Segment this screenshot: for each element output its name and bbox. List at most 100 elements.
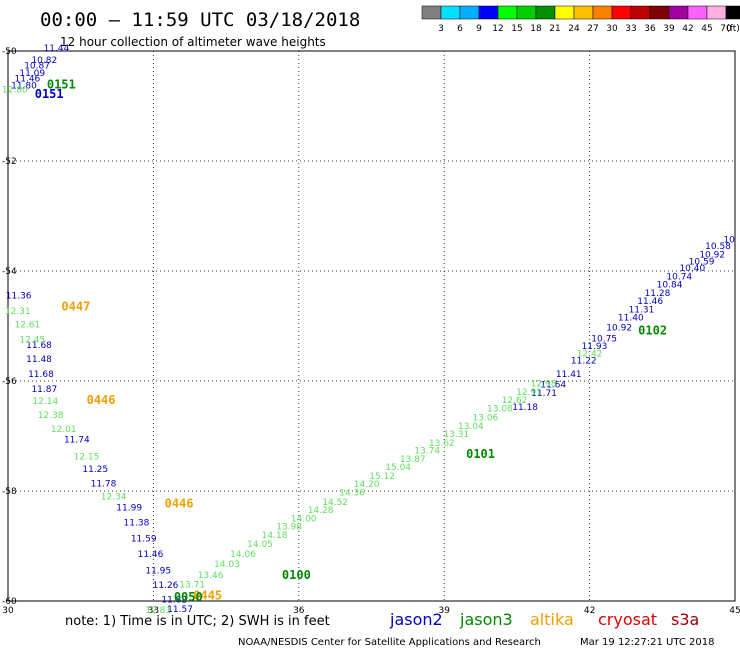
jason3-value: 13.87 [400,455,426,465]
jason3-value: 12.98 [531,380,557,390]
jason2-value: 10.40 [679,264,705,274]
time-label: 0151 [35,87,64,101]
jason3-value: 13.74 [414,447,440,457]
jason2-value: 11.68 [26,341,52,351]
scale-label: 21 [549,24,560,34]
scale-label: 12 [492,24,503,34]
jason2-value: 11.09 [19,69,45,79]
time-label: 0100 [282,568,311,582]
jason2-value: 11.78 [91,480,117,490]
scale-swatch [497,5,518,20]
x-tick-label: 42 [584,606,595,616]
time-label: 0446 [87,393,116,407]
scale-swatch [668,5,689,20]
scale-swatch [611,5,632,20]
scale-label: (ft) [726,24,740,34]
jason2-value: 11.48 [26,355,52,365]
scale-swatch [573,5,594,20]
y-tick-label: -60 [2,597,17,607]
time-label: 0446 [165,497,194,511]
scale-label: 70 [720,24,732,34]
jason2-value: 10.92 [606,323,632,333]
jason3-value: 14.20 [354,480,380,490]
y-tick-label: -52 [2,157,17,167]
jason3-value: 12.38 [38,411,64,421]
jason2-value: 11.74 [64,436,90,446]
x-tick-label: 33 [148,606,159,616]
scale-swatch [459,5,480,20]
satellite-legend: jason2 jason3 altika cryosat s3a [389,610,699,629]
jason3-value: 13.98 [276,523,302,533]
x-tick-label: 30 [2,606,14,616]
satellite-s3a: s3a [671,610,699,629]
jason3-value: 14.18 [262,531,288,541]
jason2-value: 11.31 [629,305,655,315]
jason3-value: 13.04 [458,422,484,432]
jason2-value: 11.80 [11,81,37,91]
footer-timestamp: Mar 19 12:27:21 UTC 2018 [580,637,715,648]
y-tick-label: -50 [2,47,17,57]
footer-note: note: 1) Time is in UTC; 2) SWH is in fe… [65,614,330,629]
jason2-value: 11.68 [28,370,54,380]
jason3-value: 12.42 [577,349,603,359]
scale-swatch [421,5,442,20]
jason2-value: 11.38 [124,519,150,529]
jason2-value: 10.92 [699,250,725,260]
jason2-value: 11.93 [582,342,608,352]
scale-swatch [554,5,575,20]
jason3-value: 13.31 [443,430,469,440]
jason2-value: 10.87 [24,62,50,72]
scale-label: 27 [587,24,598,34]
x-tick-label: 39 [438,606,450,616]
scale-swatch [630,5,651,20]
x-tick-label: 45 [729,606,740,616]
jason2-value: 10.82 [31,56,57,66]
satellite-cryosat: cryosat [598,610,657,629]
jason3-value: 14.36 [339,488,365,498]
time-label: 0050 [174,590,203,604]
plot-area: 30 33 36 39 42 45 -50 -52 -54 -56 -58 -60 11.44 10.… [2,44,740,616]
y-axis-ticks: -50 -52 -54 -56 -58 -60 [2,47,17,607]
scale-swatch [535,5,556,20]
jason2-value: 11.95 [145,567,171,577]
jason3-value: 12.31 [5,307,31,317]
jason2-value: 11.71 [531,389,557,399]
scale-label: 18 [530,24,542,34]
jason2-value: 10 [723,235,735,245]
jason3-value: 12.01 [51,425,77,435]
jason2-value: 11.46 [637,297,663,307]
scale-label: 3 [438,24,444,34]
jason2-value: 11.46 [15,74,41,84]
scale-swatch [440,5,461,20]
jason2-value: 11.82 [161,596,187,606]
satellite-jason2: jason2 [389,610,443,629]
scale-label: 30 [606,24,618,34]
jason2-value: 11.46 [138,550,164,560]
jason2-value: 10.59 [689,257,715,267]
jason3-value: 12.91 [516,388,542,398]
jason2-value: 11.59 [131,535,157,545]
jason2-value: 11.87 [31,385,57,395]
scale-label: 33 [625,24,636,34]
jason2-value: 11.99 [116,503,142,513]
jason3-value: 13.06 [473,414,499,424]
jason2-value: 11.36 [6,292,32,302]
jason2-value: 10.74 [666,272,692,282]
jason3-value: 14.28 [308,506,334,516]
time-label: 0102 [638,323,667,337]
jason2-value: 11.64 [540,381,566,391]
jason3-value: 14.06 [230,550,256,560]
jason2-value: 11.28 [645,289,671,299]
scale-label: 6 [457,24,463,34]
jason2-value: 10.58 [705,242,731,252]
jason3-value: 13.08 [487,404,513,414]
plot-frame [7,50,736,602]
data-points: 11.4410.8210.8711.0911.4611.8011.3611.68… [2,44,735,616]
scale-swatch [516,5,537,20]
jason3-value: 12.81 [145,606,171,616]
chart-title: 00:00 — 11:59 UTC 03/18/2018 [40,9,360,31]
scale-label: 15 [511,24,522,34]
scale-label: 24 [568,24,580,34]
